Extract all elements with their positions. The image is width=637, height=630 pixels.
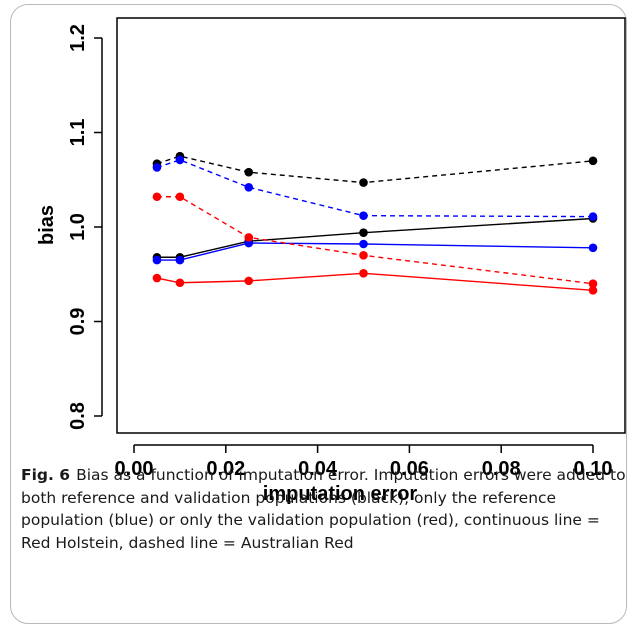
data-point: [359, 269, 368, 278]
x-tick-label: 0.08: [482, 458, 521, 480]
data-point: [588, 243, 598, 253]
x-tick-label: 0.02: [206, 458, 245, 480]
y-tick-label: 1.1: [67, 119, 89, 147]
x-axis: 0.00 0.02 0.04 0.06 0.08 0.10: [115, 444, 613, 480]
y-axis-title: bias: [36, 205, 58, 245]
series-line: [156, 242, 594, 261]
x-tick-label: 0.00: [115, 458, 154, 480]
series-line: [156, 159, 594, 218]
y-tick-label: 0.9: [67, 308, 89, 336]
data-point: [175, 155, 185, 165]
y-axis: 0.8 0.9 1.0 1.1 1.2: [67, 24, 103, 430]
plot-area: [116, 17, 626, 434]
series-line: [156, 155, 594, 184]
bias-chart: 0.00 0.02 0.04 0.06 0.08 0.10 0.8 0.9 1.0 1.1 1.2…: [36, 17, 626, 505]
x-tick-label: 0.10: [574, 458, 613, 480]
data-point: [244, 233, 254, 242]
figure-frame: [10, 4, 627, 624]
data-point: [175, 278, 185, 288]
data-point: [152, 273, 162, 283]
series-line: [156, 196, 594, 285]
data-point: [359, 178, 368, 187]
data-point: [244, 167, 254, 177]
data-point: [244, 183, 254, 192]
data-point: [152, 255, 162, 265]
x-axis-title: imputation error: [263, 483, 418, 505]
figure-label: Fig. 6: [21, 466, 71, 484]
x-tick-label: 0.06: [390, 458, 429, 480]
data-point: [244, 276, 254, 286]
y-tick-label: 0.8: [67, 402, 89, 430]
y-tick-label: 1.0: [67, 213, 89, 241]
data-point: [175, 192, 185, 202]
data-point: [359, 228, 368, 237]
figure-caption: Fig. 6 Bias as a function of imputation e…: [21, 464, 627, 554]
series-line: [156, 272, 594, 292]
data-point: [359, 251, 368, 260]
data-point: [588, 279, 598, 289]
data-point: [588, 156, 598, 166]
series-line: [156, 217, 594, 258]
x-tick-label: 0.04: [298, 458, 338, 480]
series-layer: [152, 151, 598, 295]
y-tick-label: 1.2: [67, 24, 89, 52]
data-point: [152, 192, 162, 202]
data-point: [359, 211, 368, 220]
data-point: [152, 163, 162, 172]
caption-text: Bias as a function of imputation error. …: [21, 466, 626, 552]
data-point: [359, 239, 368, 249]
data-point: [588, 212, 598, 221]
data-point: [588, 286, 598, 295]
data-point: [175, 255, 185, 265]
